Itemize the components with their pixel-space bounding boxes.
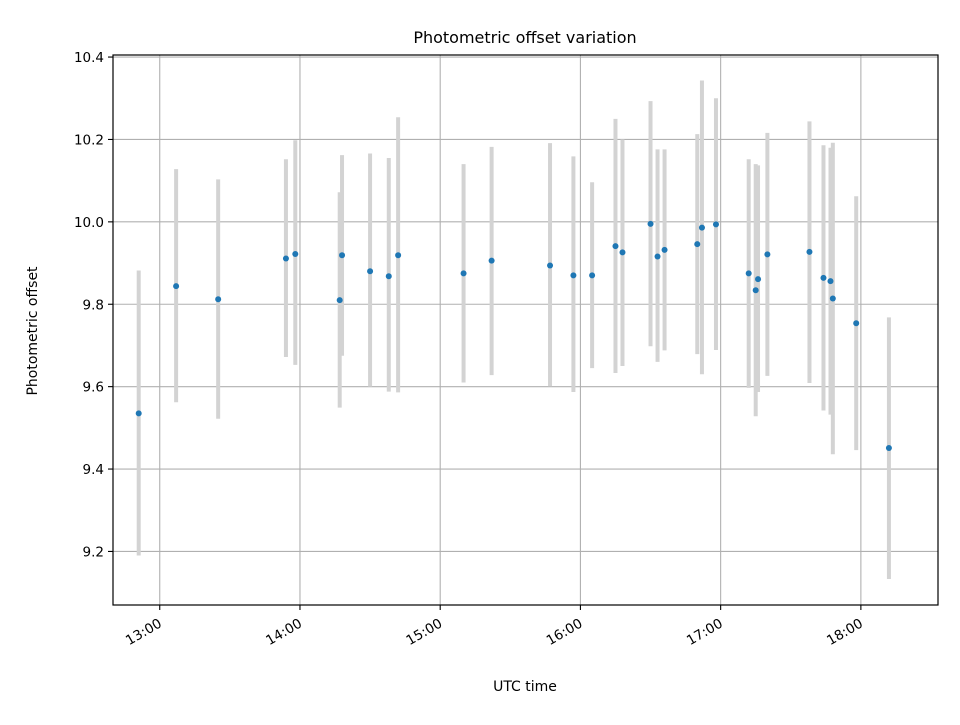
- x-axis-label: UTC time: [493, 679, 557, 695]
- data-point: [694, 241, 701, 248]
- y-tick-label: 9.8: [83, 297, 104, 313]
- data-point: [385, 273, 392, 280]
- plot-frame: [112, 54, 939, 606]
- data-point: [755, 276, 762, 283]
- y-tick-label: 9.2: [83, 544, 104, 560]
- data-point: [829, 295, 836, 302]
- data-point: [336, 297, 343, 304]
- data-point: [698, 224, 705, 231]
- data-point: [589, 272, 596, 279]
- data-point: [619, 249, 626, 256]
- y-tick-label: 10.4: [74, 50, 104, 66]
- data-point: [488, 257, 495, 264]
- x-tick-label: 13:00: [123, 616, 165, 649]
- data-point: [827, 278, 834, 285]
- data-points: [135, 220, 892, 452]
- y-tick-label: 9.4: [83, 462, 104, 478]
- data-point: [612, 243, 619, 250]
- data-point: [547, 262, 554, 269]
- x-tick-label: 15:00: [404, 616, 446, 649]
- data-point: [215, 296, 222, 303]
- x-tick-label: 16:00: [544, 616, 586, 649]
- data-point: [712, 221, 719, 228]
- chart-title: Photometric offset variation: [413, 28, 636, 47]
- y-tick-label: 10.2: [74, 132, 104, 148]
- data-point: [647, 220, 654, 227]
- data-point: [654, 253, 661, 260]
- data-point: [135, 410, 142, 417]
- y-tick-label: 9.6: [83, 380, 104, 396]
- data-point: [764, 251, 771, 258]
- x-tick-label: 14:00: [263, 616, 305, 649]
- data-point: [745, 270, 752, 277]
- data-point: [752, 287, 759, 294]
- data-point: [885, 445, 892, 452]
- data-point: [367, 268, 374, 275]
- grid: [113, 55, 938, 605]
- data-point: [806, 248, 813, 255]
- x-tick-label: 17:00: [684, 616, 726, 649]
- data-point: [853, 320, 860, 327]
- data-point: [292, 250, 299, 257]
- data-point: [570, 272, 577, 279]
- data-point: [282, 255, 289, 262]
- data-point: [460, 270, 467, 277]
- data-point: [661, 246, 668, 253]
- data-point: [339, 252, 346, 259]
- error-bars: [136, 80, 891, 580]
- data-point: [173, 283, 180, 290]
- y-axis-label: Photometric offset: [25, 266, 41, 396]
- y-tick-label: 10.0: [74, 215, 104, 231]
- data-point: [820, 274, 827, 281]
- x-tick-label: 18:00: [824, 616, 866, 649]
- data-point: [395, 252, 402, 259]
